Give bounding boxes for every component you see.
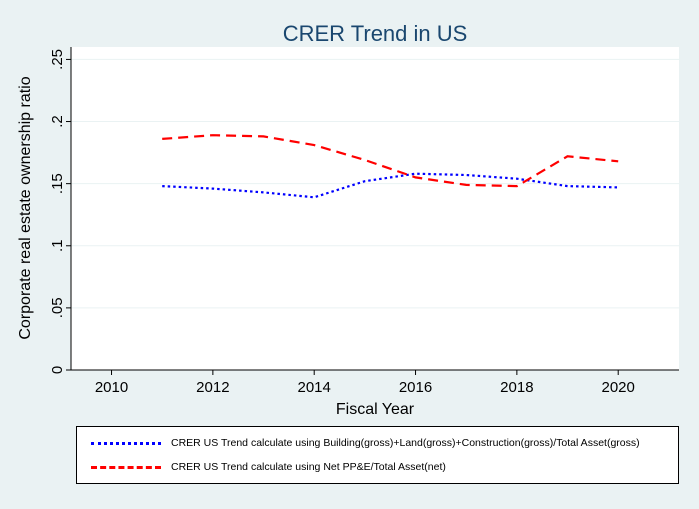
plot-area [71,47,679,370]
x-tick-label: 2020 [602,379,635,396]
legend: CRER US Trend calculate using Building(g… [76,426,679,484]
legend-label: CRER US Trend calculate using Net PP&E/T… [171,461,446,473]
legend-item: CRER US Trend calculate using Building(g… [91,435,640,451]
legend-swatch-dotted [91,441,161,445]
axes: 0 .05 .1 .15 .2 .25 2010 2012 2014 2016 2018 2020 [49,47,679,396]
y-tick-label: 0 [49,366,66,374]
x-tick-label: 2012 [196,379,229,396]
y-tick-label: .05 [49,297,66,318]
y-tick-label: .25 [49,49,66,70]
series-line-1 [162,172,619,199]
legend-swatch-dashed [91,465,161,469]
y-tick-label: .2 [49,115,66,128]
x-tick-label: 2018 [500,379,533,396]
legend-item: CRER US Trend calculate using Net PP&E/T… [91,459,446,475]
legend-label: CRER US Trend calculate using Building(g… [171,437,640,449]
y-tick-label: .1 [49,240,66,253]
chart-title: CRER Trend in US [283,21,468,46]
x-tick-label: 2016 [399,379,432,396]
series-layer [162,134,619,199]
x-tick-label: 2014 [298,379,331,396]
y-axis-label: Corporate real estate ownership ratio [17,76,34,339]
series-line-2 [162,134,619,188]
x-tick-label: 2010 [95,379,128,396]
x-axis-label: Fiscal Year [336,401,415,418]
y-tick-label: .15 [49,173,66,194]
